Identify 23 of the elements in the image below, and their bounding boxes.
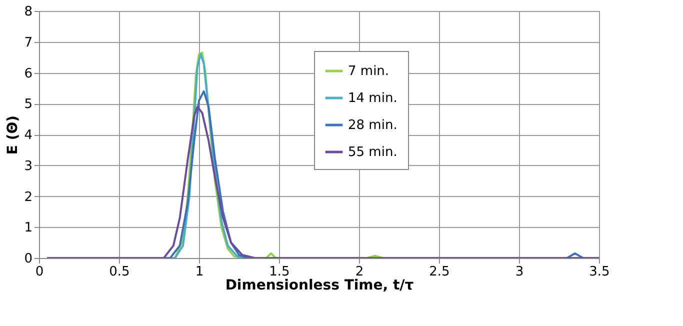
legend-label: 55 min. [348, 145, 398, 160]
y-tick-label: 3 [24, 158, 32, 174]
y-tick-label: 4 [24, 128, 32, 143]
y-tick-label: 5 [24, 97, 32, 112]
y-axis-title: E (Θ) [5, 115, 22, 155]
x-tick-label: 0.5 [109, 264, 130, 280]
y-tick-label: 1 [24, 220, 32, 236]
x-tick-label: 0 [35, 264, 44, 280]
y-tick-label: 6 [24, 66, 32, 82]
x-axis-title: Dimensionless Time, t/τ [225, 278, 414, 294]
y-tick-label: 2 [24, 190, 32, 205]
x-tick-label: 1.5 [269, 264, 290, 280]
x-tick-label: 2.5 [429, 264, 450, 280]
x-tick-label: 1 [195, 264, 204, 280]
x-tick-label: 3 [515, 264, 524, 280]
y-tick-label: 7 [24, 35, 32, 50]
legend-label: 7 min. [348, 64, 390, 79]
x-tick-label: 2 [355, 264, 364, 280]
legend-label: 28 min. [348, 118, 398, 133]
legend-label: 14 min. [348, 91, 398, 106]
x-tick-label: 3.5 [589, 264, 610, 280]
y-tick-label: 0 [24, 252, 32, 266]
y-tick-label: 8 [24, 4, 32, 20]
